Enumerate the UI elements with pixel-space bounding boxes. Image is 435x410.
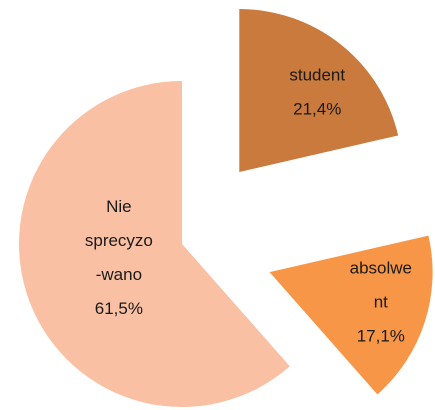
pie-slice <box>18 81 290 407</box>
pie-slice <box>239 9 399 173</box>
slice-label: -wano <box>96 265 142 284</box>
slice-label: Nie <box>106 197 132 216</box>
slice-value-label: 61,5% <box>95 299 143 318</box>
slice-label: student <box>289 65 345 84</box>
pie-slice <box>269 235 433 395</box>
slice-value-label: 21,4% <box>293 99 341 118</box>
slice-value-label: 17,1% <box>357 327 405 346</box>
slice-label: sprecyzo <box>85 231 153 250</box>
slice-label: nt <box>374 293 388 312</box>
slice-label: absolwe <box>350 259 412 278</box>
